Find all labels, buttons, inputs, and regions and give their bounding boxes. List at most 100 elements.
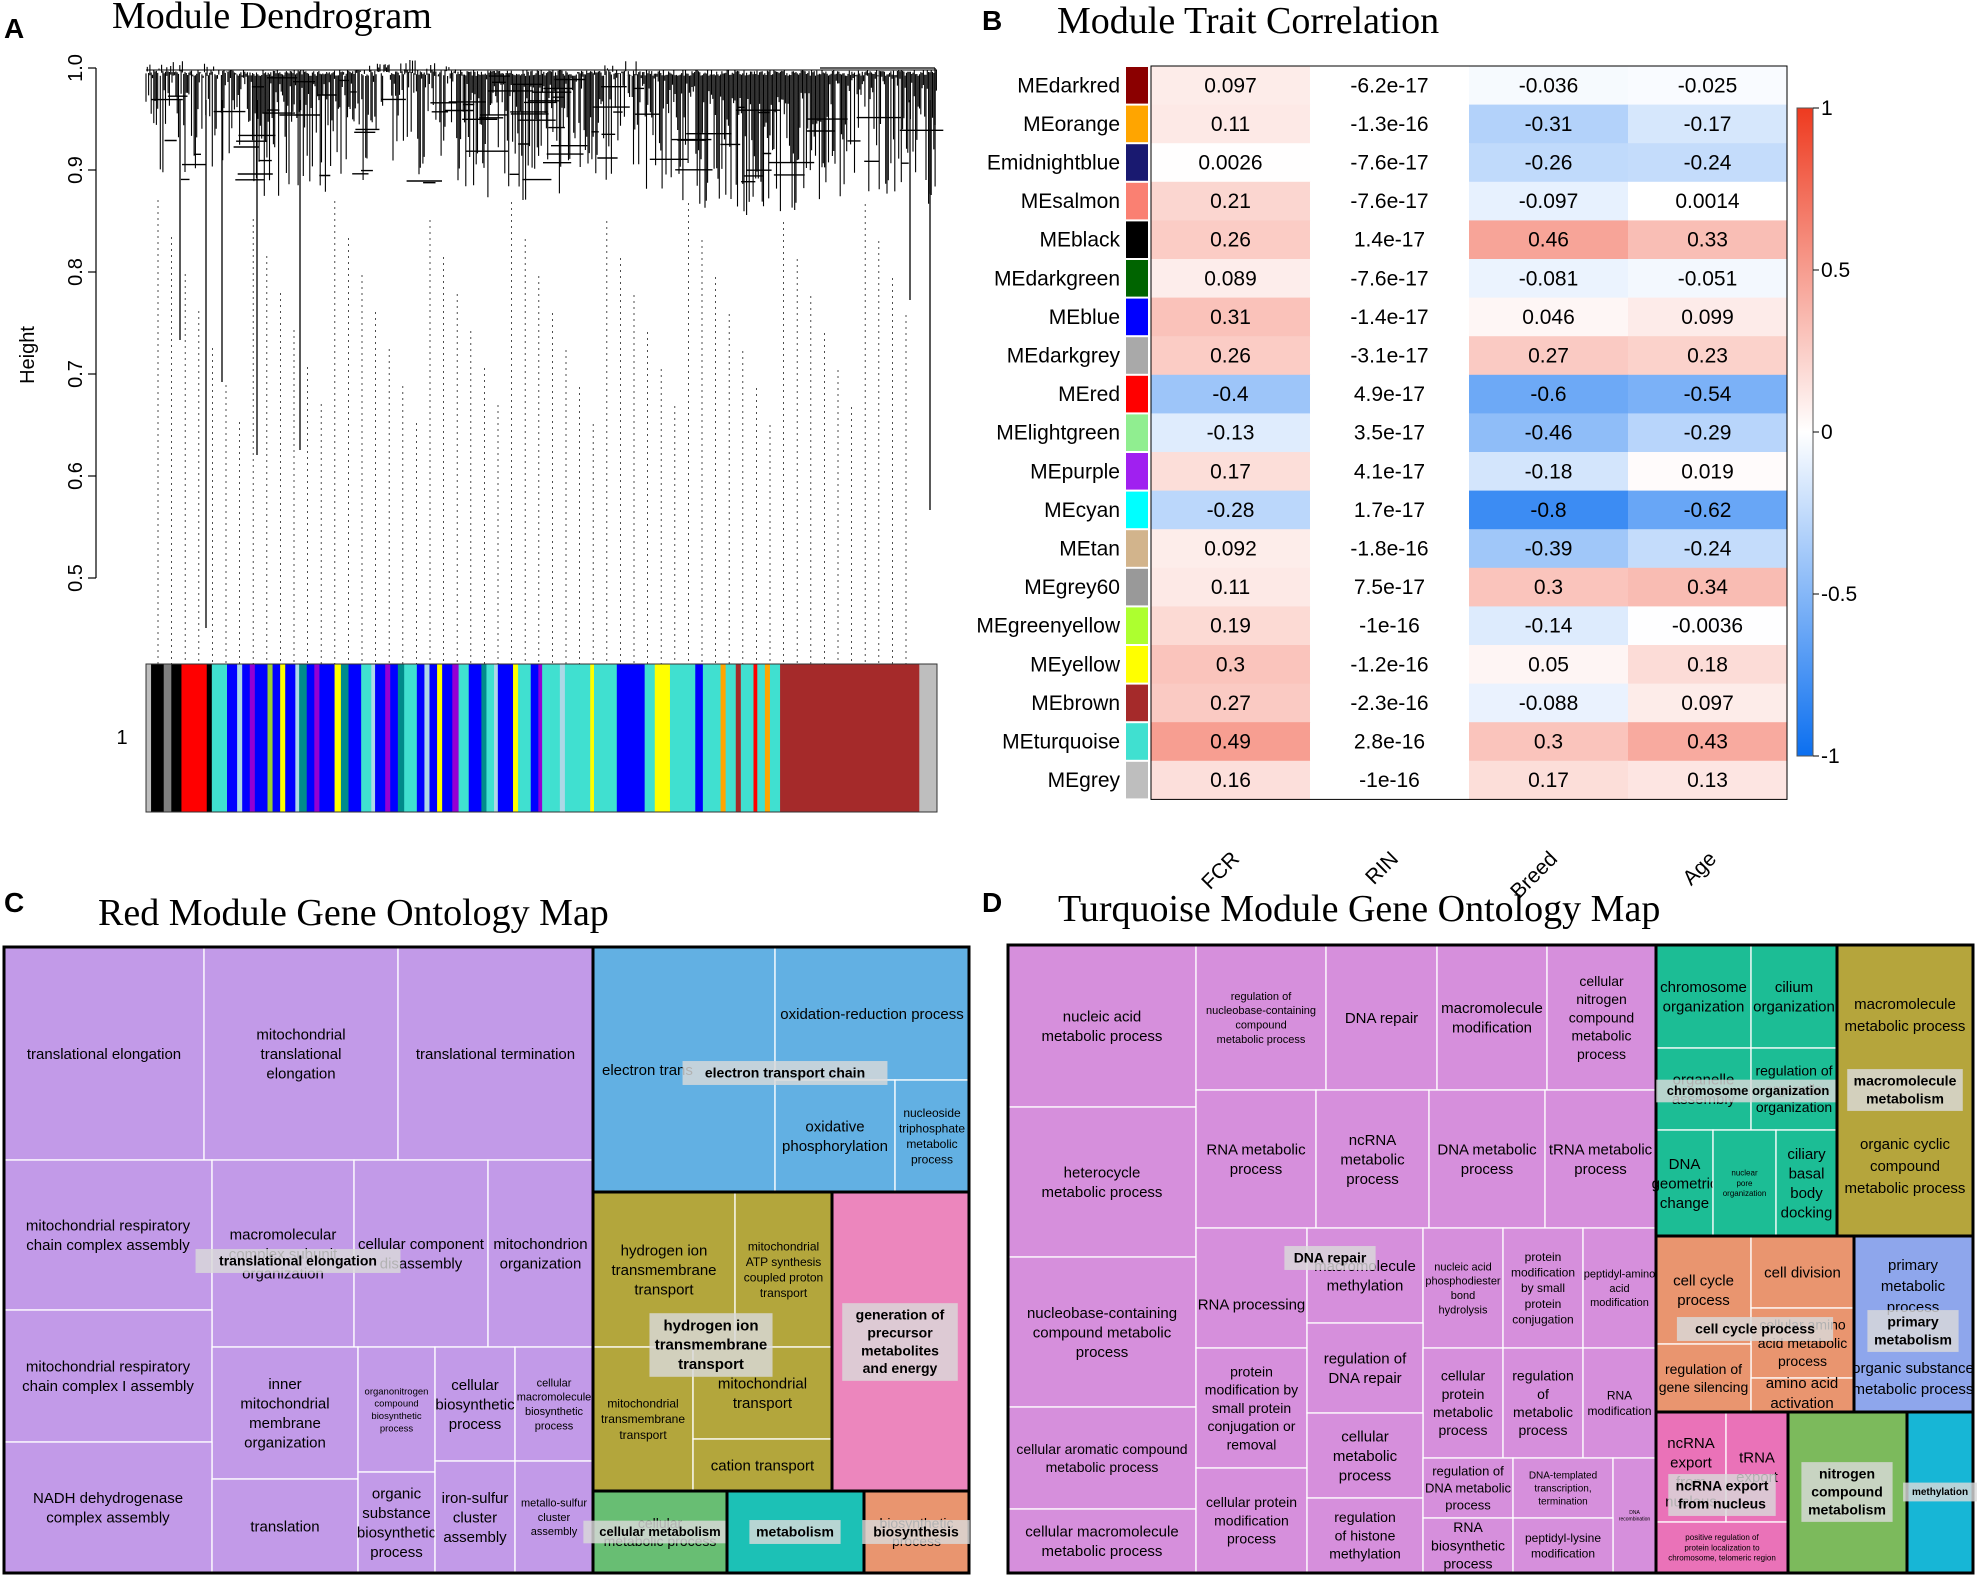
heatmap-cell-label: -0.28 [1207, 499, 1255, 522]
heatmap-cell-label: -0.29 [1684, 422, 1732, 445]
group-label: generation of [856, 1306, 945, 1322]
module-color-segment [594, 664, 618, 812]
heatmap-cell-label: 0.26 [1210, 345, 1251, 368]
heatmap-cell-label: 0.16 [1210, 769, 1251, 792]
go-term-label: process [1677, 1292, 1730, 1309]
go-term-label: cation transport [711, 1457, 815, 1474]
go-term-tile [3, 946, 205, 1161]
heatmap-cell [1628, 297, 1788, 337]
go-term-label: metabolic process [1042, 1543, 1163, 1560]
go-term-label: nuclear [1731, 1168, 1758, 1177]
go-term-label: cilium [1775, 979, 1813, 996]
module-color-segment [764, 664, 771, 812]
heatmap-cell [1310, 374, 1470, 414]
heatmap-cell-label: -2.3e-16 [1350, 692, 1428, 715]
heatmap-cell-label: 2.8e-16 [1354, 731, 1425, 754]
go-term-label: triphosphate [899, 1121, 965, 1135]
module-color-segment [371, 664, 376, 812]
colorbar-tick-label: 0.5 [1821, 259, 1850, 282]
module-color-segment [513, 664, 519, 812]
go-term-label: elongation [266, 1065, 335, 1082]
module-color-segment [237, 664, 243, 812]
row-label: MEblue [1049, 306, 1120, 329]
go-term-label: metallo-sulfur [521, 1498, 587, 1510]
go-term-label: peptidyl-amino [1584, 1269, 1656, 1281]
go-term-label: substance [362, 1505, 430, 1522]
go-term-label: removal [1227, 1436, 1277, 1452]
go-term-label: organonitrogen [365, 1386, 429, 1397]
go-term-label: organization [1663, 999, 1745, 1016]
go-term-label: acid [1609, 1283, 1629, 1295]
go-term-tile [1655, 1343, 1752, 1413]
group-label-box [1801, 1462, 1893, 1522]
panel-c-title: Red Module Gene Ontology Map [98, 892, 609, 934]
go-term-label: chain complex I assembly [22, 1378, 194, 1395]
go-term-label: metabolic [1881, 1278, 1946, 1295]
go-term-label: organization [500, 1256, 582, 1273]
heatmap-cell [1310, 259, 1470, 299]
heatmap-cell [1628, 220, 1788, 260]
go-term-tile [1306, 1227, 1424, 1324]
heatmap-cell-label: -0.24 [1684, 152, 1732, 175]
go-term-label: compound [1569, 1009, 1634, 1025]
module-color-segment [669, 664, 696, 812]
group-label-box [1867, 1310, 1959, 1352]
group-label: biosynthesis [873, 1523, 959, 1539]
group-label-box [1847, 1069, 1963, 1111]
group-label: DNA repair [1294, 1249, 1367, 1265]
heatmap-cell-label: 0.019 [1681, 460, 1734, 483]
row-label: MEdarkred [1017, 74, 1120, 97]
go-term-label: of [1537, 1386, 1549, 1402]
heatmap-frame [1150, 65, 1788, 800]
row-color-swatch [1126, 298, 1148, 336]
heatmap-cell-label: 0.17 [1528, 769, 1569, 792]
heatmap-cell-label: 0.092 [1204, 538, 1257, 561]
go-term-tile [1007, 1508, 1197, 1574]
heatmap-cell [1469, 413, 1629, 453]
heatmap-cell [1628, 567, 1788, 607]
module-color-segment [163, 664, 172, 812]
heatmap-cell-label: 0.23 [1687, 345, 1728, 368]
group-label: metabolites [861, 1342, 939, 1358]
heatmap-cell-label: 0.05 [1528, 653, 1569, 676]
go-term-label: coupled proton [744, 1271, 823, 1285]
heatmap-cell-label: 0.3 [1216, 653, 1245, 676]
heatmap-cell [1628, 490, 1788, 530]
heatmap-cell-label: -0.025 [1678, 74, 1738, 97]
go-term-tile [1306, 1322, 1424, 1414]
go-term-label: process [1230, 1161, 1283, 1178]
module-color-segment [254, 664, 268, 812]
dendrogram: 0.5 0.6 0.7 0.8 0.9 1.0 Height 1 [17, 54, 944, 813]
go-term-tile [211, 1346, 359, 1480]
module-color-segment [654, 664, 671, 812]
heatmap-cell [1469, 567, 1629, 607]
module-color-segment [211, 664, 228, 812]
module-color-segment [590, 664, 595, 812]
heatmap-cell [1151, 220, 1311, 260]
go-term-tile [487, 1159, 594, 1348]
heatmap-cell [1310, 490, 1470, 530]
row-label: MEcyan [1044, 499, 1120, 522]
row-label: MEgrey [1048, 769, 1121, 792]
go-term-label: transcription, [1534, 1484, 1591, 1495]
module-color-segment [429, 664, 438, 812]
go-term-label: DNA repair [1328, 1370, 1401, 1387]
module-color-segment [720, 664, 727, 812]
y-tick-label: 1.0 [65, 54, 87, 82]
go-term-label: compound [374, 1399, 418, 1410]
group-label: electron transport chain [705, 1064, 865, 1080]
y-tick-label: 0.6 [65, 462, 87, 490]
go-term-tile [1195, 1089, 1317, 1229]
heatmap-cell [1151, 645, 1311, 685]
heatmap-cell [1469, 645, 1629, 685]
module-color-segment [424, 664, 430, 812]
row-label: MEyellow [1030, 653, 1121, 676]
heatmap-cell-label: -0.8 [1530, 499, 1566, 522]
go-term-label: protein [1442, 1386, 1485, 1402]
go-term-label: DNA [1629, 1510, 1640, 1516]
go-term-label: complex assembly [46, 1510, 170, 1527]
go-term-label: cluster [453, 1509, 497, 1526]
go-term-label: ATP synthesis [746, 1255, 822, 1269]
heatmap-cell [1151, 606, 1311, 646]
group-label: metabolism [1808, 1501, 1886, 1517]
